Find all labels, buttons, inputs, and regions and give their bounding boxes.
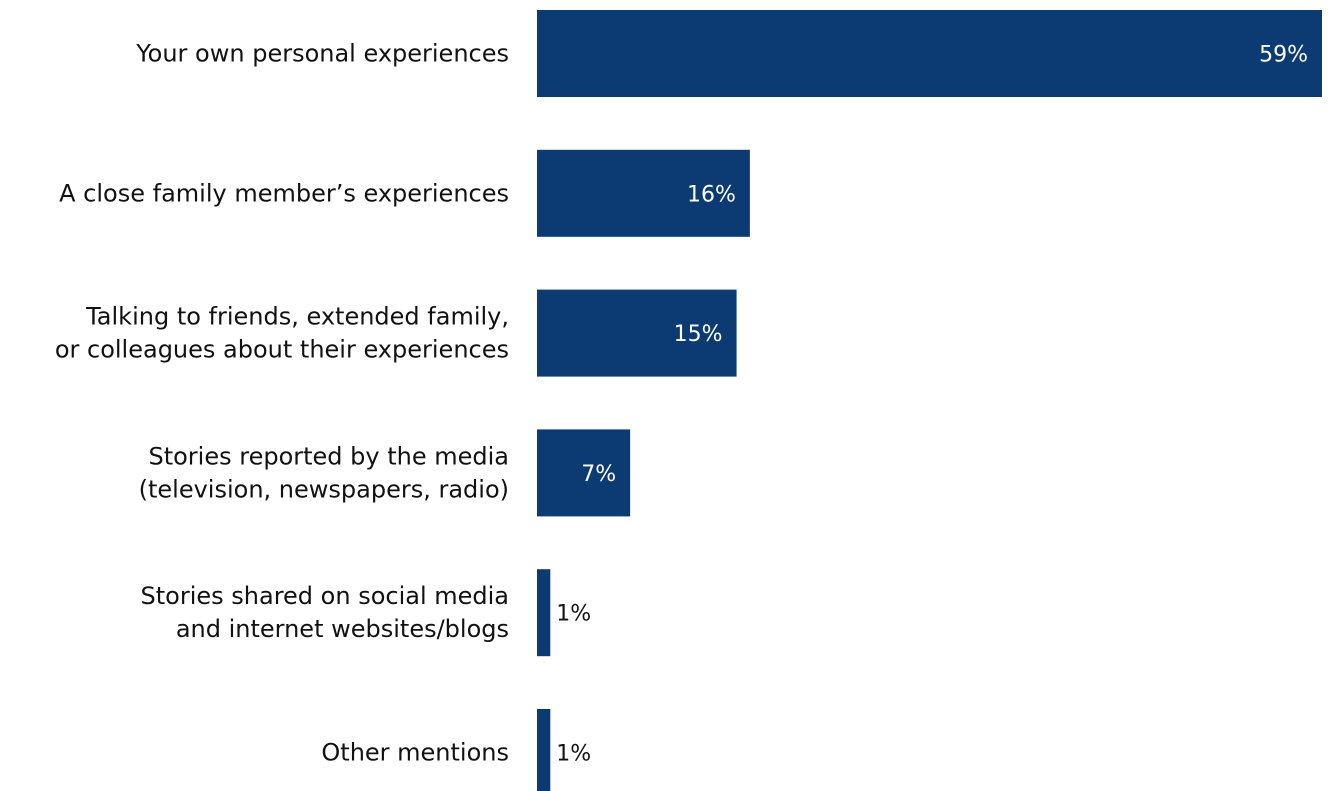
category-label-line: (television, newspapers, radio) bbox=[139, 475, 509, 503]
category-label-2: A close family member’s experiences bbox=[59, 179, 509, 207]
category-label-line: and internet websites/blogs bbox=[176, 615, 509, 643]
category-label-line: Stories shared on social media bbox=[141, 582, 509, 610]
bar-3 bbox=[537, 289, 737, 377]
bar-2 bbox=[537, 149, 750, 237]
category-label-line: Stories reported by the media bbox=[148, 442, 509, 470]
value-label-6: 1% bbox=[556, 742, 591, 767]
category-label-line: A close family member’s experiences bbox=[59, 179, 509, 207]
bar-4 bbox=[537, 429, 631, 517]
category-label-line: or colleagues about their experiences bbox=[55, 336, 509, 364]
value-labels-group: 59% 16% 15% 7% 1% 1% bbox=[556, 43, 1308, 767]
category-label-line: Talking to friends, extended family, bbox=[85, 303, 509, 331]
category-label-6: Other mentions bbox=[321, 739, 509, 767]
value-label-2: 16% bbox=[687, 182, 736, 207]
category-label-3: Talking to friends, extended family, or c… bbox=[55, 303, 509, 364]
bars-group bbox=[537, 10, 1322, 791]
bar-5 bbox=[537, 569, 551, 657]
category-labels-group: Your own personal experiences A close fam… bbox=[55, 40, 509, 767]
value-label-1: 59% bbox=[1259, 43, 1308, 68]
category-label-5: Stories shared on social media and intern… bbox=[141, 582, 509, 643]
bar-1 bbox=[537, 10, 1322, 97]
category-label-line: Other mentions bbox=[321, 739, 509, 767]
value-label-3: 15% bbox=[674, 322, 723, 347]
category-label-4: Stories reported by the media (television… bbox=[139, 442, 509, 503]
value-label-4: 7% bbox=[581, 462, 616, 487]
bar-6 bbox=[537, 709, 551, 791]
value-label-5: 1% bbox=[556, 602, 591, 627]
category-label-1: Your own personal experiences bbox=[135, 40, 509, 68]
category-label-line: Your own personal experiences bbox=[135, 40, 509, 68]
